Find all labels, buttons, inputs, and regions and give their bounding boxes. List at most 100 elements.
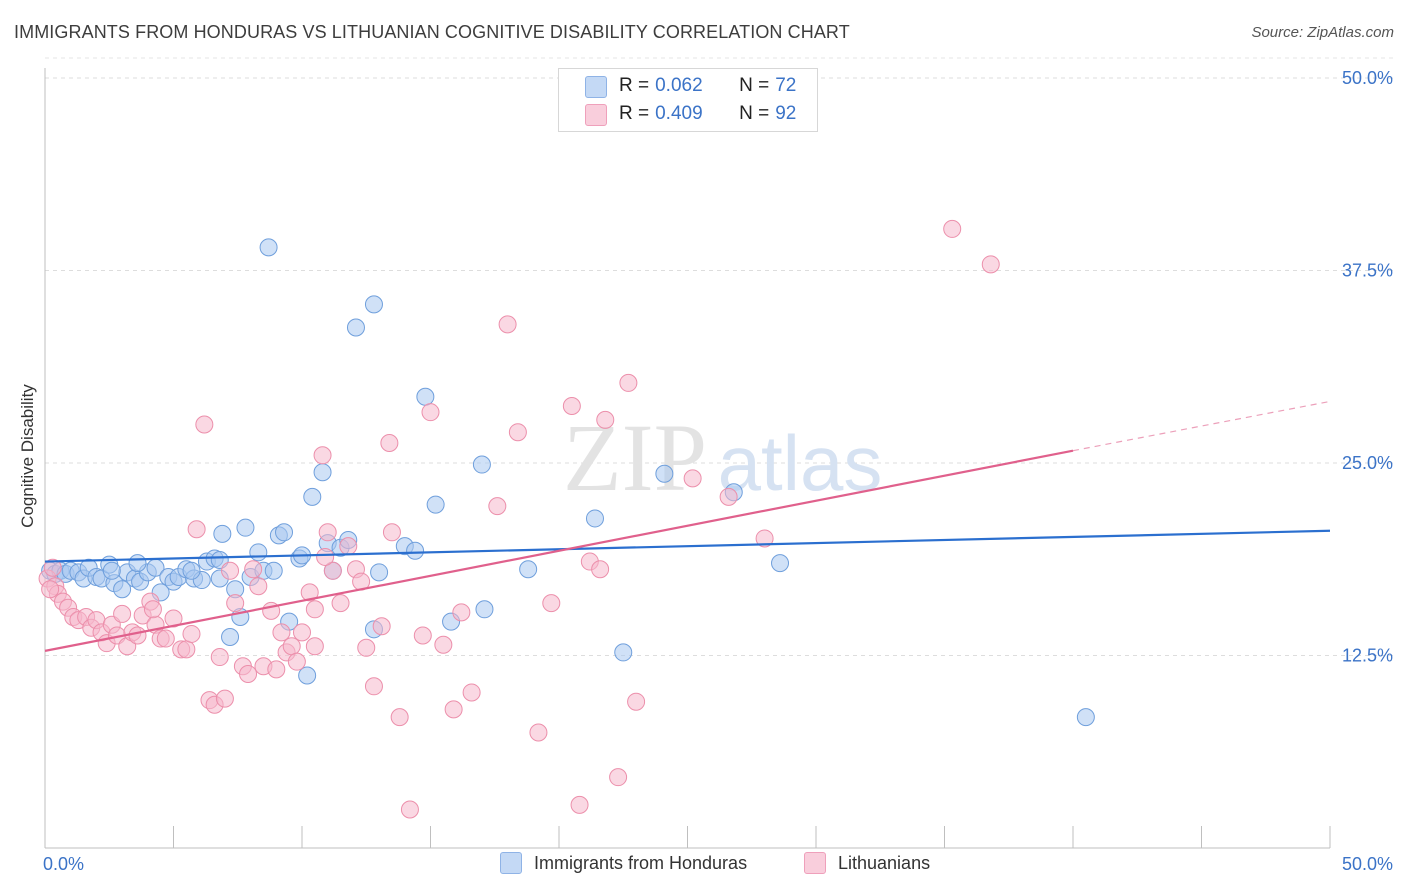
data-point[interactable] [508, 423, 527, 442]
data-point[interactable] [128, 554, 147, 573]
r-value: 0.409 [655, 103, 703, 124]
data-point[interactable] [614, 643, 633, 662]
data-point[interactable] [287, 652, 306, 671]
data-point[interactable] [426, 495, 445, 514]
data-point[interactable] [719, 487, 738, 506]
n-label: N = [739, 75, 770, 96]
data-point[interactable] [339, 537, 358, 556]
legend-item-lithuanians[interactable]: Lithuanians [804, 852, 930, 874]
data-point[interactable] [244, 560, 263, 579]
data-point[interactable] [981, 255, 1000, 274]
data-point[interactable] [421, 403, 440, 422]
data-point[interactable] [413, 626, 432, 645]
data-point[interactable] [236, 518, 255, 537]
data-point[interactable] [156, 629, 175, 648]
data-point[interactable] [177, 640, 196, 659]
data-point[interactable] [43, 558, 62, 577]
data-point[interactable] [370, 563, 389, 582]
data-point[interactable] [293, 623, 311, 642]
data-point[interactable] [213, 524, 232, 543]
data-point[interactable] [221, 561, 240, 580]
data-point[interactable] [259, 238, 278, 257]
data-point[interactable] [609, 768, 628, 787]
data-point[interactable] [364, 677, 383, 696]
data-point[interactable] [452, 603, 471, 622]
stats-row-lithuanians: R = 0.409 N = 92 [585, 101, 796, 127]
data-point[interactable] [591, 560, 610, 579]
data-point[interactable] [267, 660, 286, 679]
data-point[interactable] [529, 723, 548, 742]
data-point[interactable] [323, 561, 342, 580]
data-point[interactable] [475, 600, 494, 619]
data-point[interactable] [300, 583, 319, 602]
data-point[interactable] [113, 604, 132, 623]
data-point[interactable] [210, 648, 229, 667]
data-point[interactable] [1076, 708, 1095, 727]
data-point[interactable] [298, 666, 317, 685]
data-point[interactable] [305, 637, 324, 656]
data-point[interactable] [542, 594, 561, 613]
data-point[interactable] [372, 617, 391, 636]
data-point[interactable] [943, 219, 962, 238]
data-point[interactable] [102, 561, 121, 580]
data-point[interactable] [113, 580, 132, 599]
data-point[interactable] [498, 315, 517, 334]
data-point[interactable] [187, 520, 206, 539]
data-point[interactable] [380, 433, 399, 452]
data-point[interactable] [382, 523, 401, 542]
data-point[interactable] [128, 626, 147, 645]
data-point[interactable] [264, 561, 283, 580]
data-point[interactable] [619, 373, 638, 392]
data-point[interactable] [282, 637, 301, 656]
axes [44, 68, 1331, 849]
data-point[interactable] [275, 523, 294, 542]
data-point[interactable] [303, 487, 322, 506]
data-point[interactable] [305, 600, 324, 619]
y-tick-label: 37.5% [1342, 261, 1393, 281]
data-point[interactable] [215, 689, 234, 708]
data-point[interactable] [627, 692, 646, 711]
data-point[interactable] [164, 609, 183, 628]
data-point[interactable] [585, 509, 604, 528]
data-point[interactable] [596, 410, 615, 429]
data-point[interactable] [239, 664, 258, 683]
data-point[interactable] [182, 624, 201, 643]
data-point[interactable] [462, 683, 481, 702]
data-point[interactable] [416, 387, 435, 406]
data-point[interactable] [519, 560, 538, 579]
data-point[interactable] [364, 295, 383, 314]
data-point[interactable] [390, 708, 409, 727]
data-point[interactable] [318, 523, 337, 542]
data-point[interactable] [226, 594, 245, 613]
legend-item-honduras[interactable]: Immigrants from Honduras [500, 852, 747, 874]
data-point[interactable] [316, 547, 335, 566]
data-point[interactable] [182, 561, 201, 580]
data-point[interactable] [195, 415, 214, 434]
data-point[interactable] [313, 463, 332, 482]
data-point[interactable] [313, 446, 332, 465]
data-point[interactable] [755, 529, 774, 548]
data-point[interactable] [357, 638, 376, 657]
data-point[interactable] [346, 318, 365, 337]
data-point[interactable] [331, 594, 350, 613]
data-point[interactable] [400, 800, 419, 819]
data-point[interactable] [488, 497, 507, 516]
data-point[interactable] [655, 464, 674, 483]
chart-title: IMMIGRANTS FROM HONDURAS VS LITHUANIAN C… [14, 22, 850, 42]
data-point[interactable] [771, 554, 790, 573]
r-value: 0.062 [655, 75, 703, 96]
data-point[interactable] [570, 795, 589, 814]
data-point[interactable] [406, 541, 425, 560]
data-point[interactable] [444, 700, 463, 719]
data-point[interactable] [272, 623, 291, 642]
data-point[interactable] [249, 577, 268, 596]
data-point[interactable] [41, 580, 60, 599]
data-point[interactable] [143, 600, 162, 619]
data-point[interactable] [249, 543, 268, 562]
data-point[interactable] [434, 635, 453, 654]
data-point[interactable] [472, 455, 491, 474]
data-point[interactable] [562, 397, 581, 416]
stats-legend: R = 0.062 N = 72 R = 0.409 N = 92 [558, 68, 818, 132]
data-point[interactable] [683, 469, 702, 488]
data-point[interactable] [221, 628, 240, 647]
